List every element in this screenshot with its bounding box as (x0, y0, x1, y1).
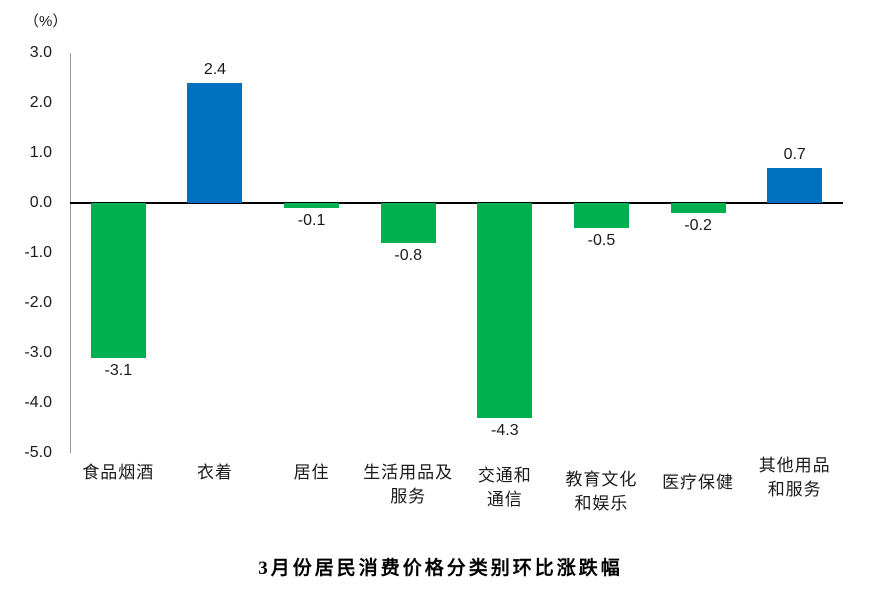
x-axis-label: 食品烟酒 (82, 463, 155, 482)
y-axis-tick-label: -1.0 (24, 244, 52, 261)
bar-1 (187, 83, 243, 203)
y-axis-tick-label: -3.0 (24, 344, 52, 361)
bar-value-label: -0.2 (684, 217, 712, 234)
y-axis-unit-label: （%） (24, 13, 68, 30)
bar-value-label: -0.1 (297, 212, 326, 229)
bar-7 (767, 168, 823, 203)
bar-4 (477, 203, 533, 418)
bar-value-label: -3.1 (104, 362, 133, 379)
y-axis-tick-label: 2.0 (29, 94, 52, 111)
bar-5 (573, 203, 629, 228)
bar-3 (380, 203, 436, 243)
x-axis-label: 交通和 通信 (477, 466, 532, 509)
bar-value-label: -0.8 (394, 247, 422, 264)
y-axis-tick-label: 1.0 (29, 144, 52, 161)
bar-value-label: -0.5 (587, 232, 616, 249)
bar-value-label: -4.3 (491, 422, 519, 439)
x-axis-label: 医疗保健 (662, 473, 735, 492)
bar-6 (670, 203, 726, 213)
bar-0 (90, 203, 146, 358)
y-axis-tick-label: 0.0 (29, 194, 52, 211)
x-axis-label: 生活用品及 服务 (363, 463, 454, 506)
y-axis-tick-label: -2.0 (24, 294, 52, 311)
x-axis-label: 衣着 (196, 463, 233, 482)
y-axis-tick-label: -5.0 (24, 444, 52, 461)
x-axis-label: 教育文化 和娱乐 (565, 470, 638, 513)
y-axis-line (70, 53, 71, 453)
chart-title: 3月份居民消费价格分类别环比涨跌幅 (258, 558, 623, 579)
y-axis-tick-label: 3.0 (29, 44, 52, 61)
x-axis-label: 其他用品 和服务 (758, 456, 831, 499)
bar-value-label: 0.7 (783, 146, 806, 163)
x-axis-zero-line (70, 202, 843, 204)
y-axis-tick-label: -4.0 (24, 394, 52, 411)
bar-value-label: 2.4 (203, 61, 227, 78)
x-axis-label: 居住 (293, 463, 330, 482)
bar-2 (284, 203, 340, 208)
